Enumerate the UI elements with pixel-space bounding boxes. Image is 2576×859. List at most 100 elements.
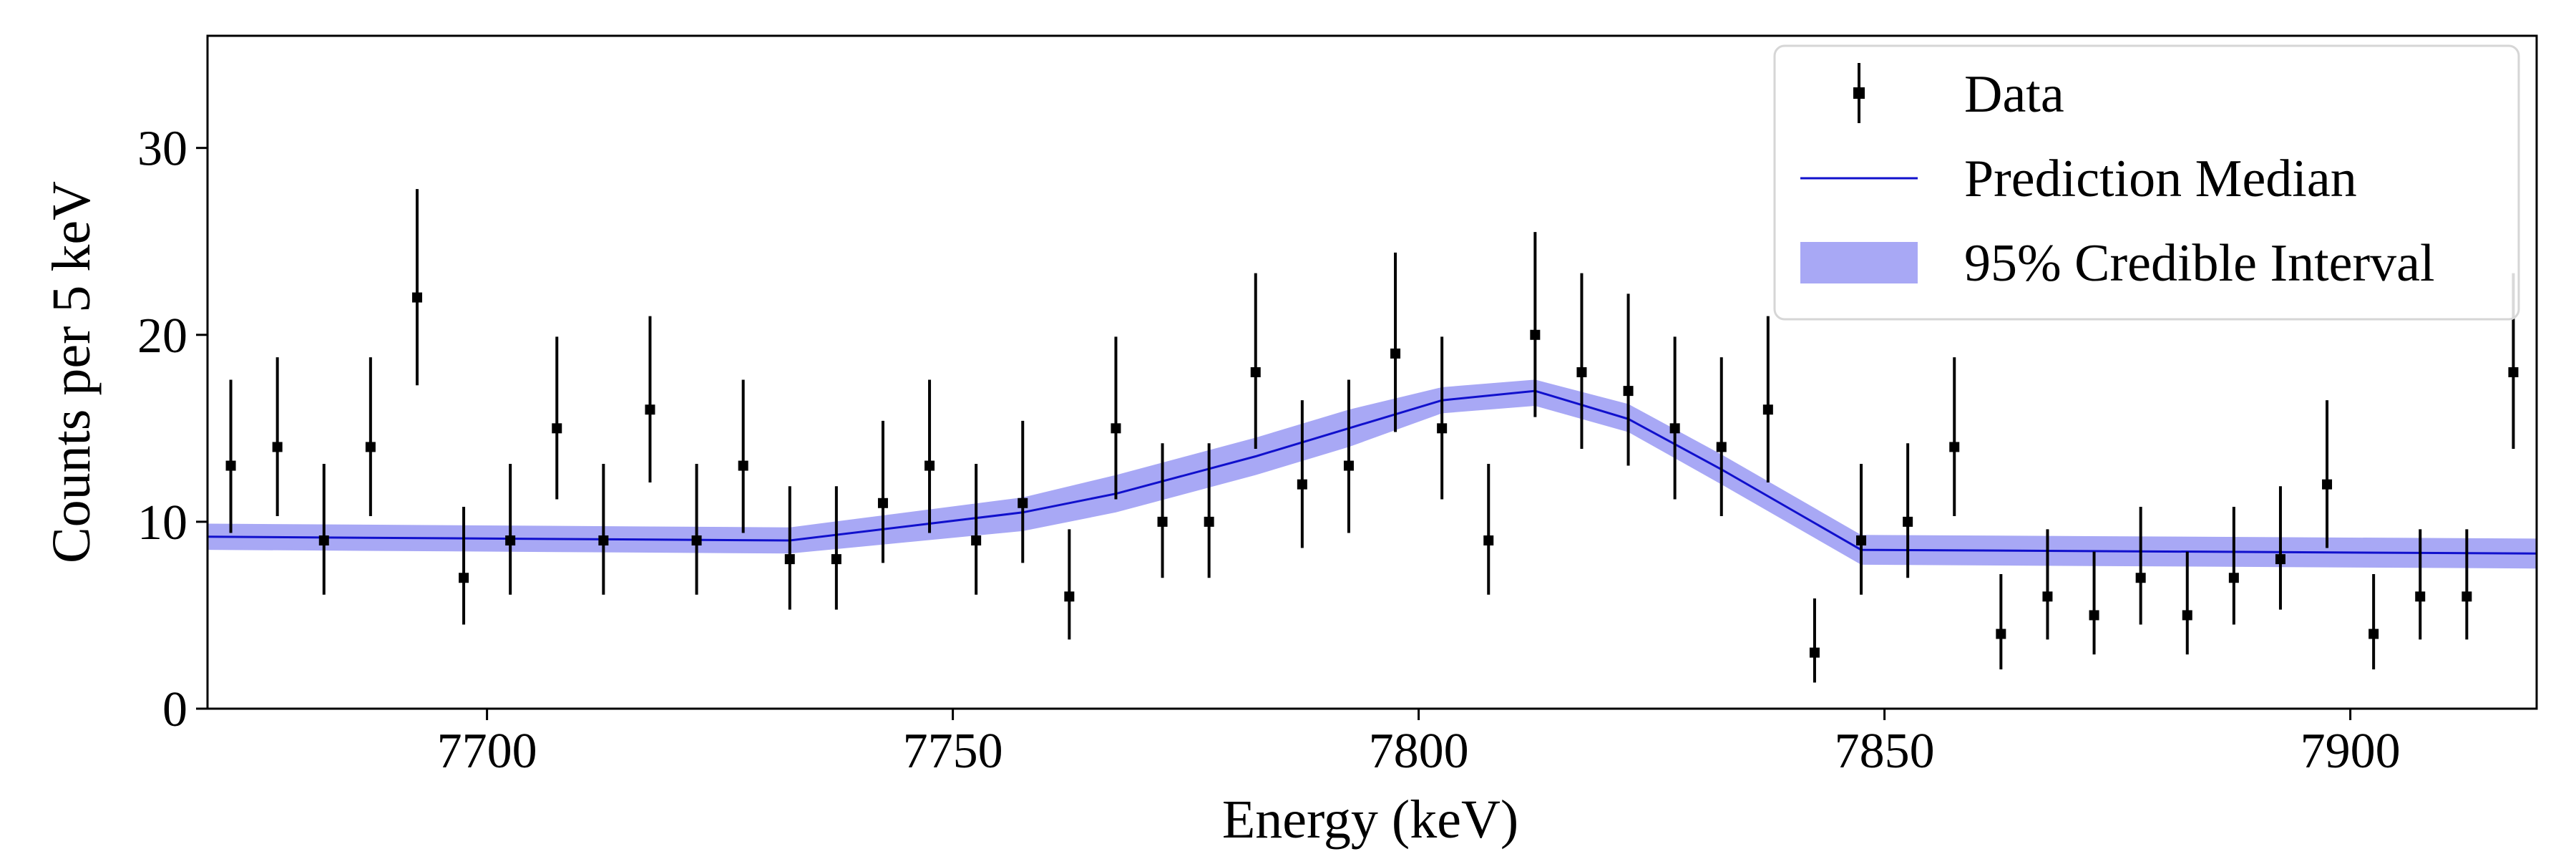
axes: 7700 7750 7800 7850 7900 0 10 20 30 bbox=[137, 34, 2538, 779]
data-marker bbox=[691, 535, 702, 545]
data-point bbox=[2042, 529, 2053, 640]
data-point bbox=[1856, 463, 1867, 595]
data-marker bbox=[1996, 629, 2006, 639]
data-marker bbox=[2135, 573, 2146, 583]
data-marker bbox=[1250, 367, 1261, 377]
data-marker bbox=[2275, 554, 2285, 565]
data-marker bbox=[272, 442, 283, 452]
data-marker bbox=[2508, 367, 2519, 377]
data-marker bbox=[2089, 610, 2099, 621]
data-point bbox=[1250, 273, 1261, 450]
data-marker bbox=[1949, 442, 1960, 452]
legend-data-marker bbox=[1853, 87, 1865, 99]
plot-frame bbox=[206, 34, 2538, 710]
data-point bbox=[318, 463, 329, 595]
data-marker bbox=[2182, 610, 2192, 621]
data-point bbox=[1111, 336, 1121, 500]
data-point bbox=[1390, 252, 1401, 432]
data-point bbox=[971, 463, 982, 595]
data-point bbox=[738, 379, 748, 533]
data-marker bbox=[971, 535, 982, 545]
data-marker bbox=[924, 460, 935, 471]
data-marker bbox=[318, 535, 329, 545]
data-marker bbox=[2228, 573, 2239, 583]
data-point bbox=[2462, 529, 2472, 640]
data-point bbox=[1949, 357, 1960, 517]
x-axis-label: Energy (keV) bbox=[1222, 790, 1518, 850]
data-marker bbox=[552, 423, 562, 434]
data-point bbox=[691, 463, 702, 595]
data-point bbox=[1483, 463, 1494, 595]
data-marker bbox=[738, 460, 748, 471]
legend: Data Prediction Median 95% Credible Inte… bbox=[1773, 44, 2520, 321]
data-marker bbox=[411, 292, 422, 303]
data-marker bbox=[505, 535, 516, 545]
data-marker bbox=[1762, 404, 1773, 415]
data-marker bbox=[1064, 591, 1075, 602]
data-point bbox=[459, 507, 469, 625]
data-point bbox=[1996, 574, 2006, 670]
data-marker bbox=[877, 498, 888, 508]
x-tick-label: 7750 bbox=[903, 724, 1003, 779]
legend-label-band: 95% Credible Interval bbox=[1964, 234, 2435, 293]
data-marker bbox=[1297, 479, 1307, 490]
legend-band-swatch bbox=[1800, 242, 1918, 283]
legend-label-median: Prediction Median bbox=[1964, 150, 2357, 208]
data-marker bbox=[1530, 329, 1541, 340]
data-point bbox=[1157, 443, 1168, 578]
legend-label-data: Data bbox=[1964, 65, 2064, 124]
data-point bbox=[2135, 507, 2146, 625]
x-tick-label: 7900 bbox=[2301, 724, 2401, 779]
data-marker bbox=[1018, 498, 1028, 508]
data-marker bbox=[2415, 591, 2426, 602]
data-marker bbox=[1390, 348, 1401, 359]
data-point bbox=[1297, 400, 1307, 548]
data-marker bbox=[645, 404, 655, 415]
data-point bbox=[1530, 232, 1541, 417]
x-tick-label: 7850 bbox=[1835, 724, 1935, 779]
data-point bbox=[831, 486, 841, 610]
data-point bbox=[2228, 507, 2239, 625]
plot-area bbox=[207, 189, 2537, 683]
data-marker bbox=[2042, 591, 2053, 602]
data-marker bbox=[225, 460, 236, 471]
y-axis-label: Counts per 5 keV bbox=[42, 181, 102, 563]
data-point bbox=[2182, 551, 2192, 655]
data-marker bbox=[1903, 516, 1913, 527]
data-point bbox=[2089, 551, 2099, 655]
data-point bbox=[1437, 336, 1448, 500]
data-point bbox=[411, 189, 422, 386]
x-tick-label: 7800 bbox=[1369, 724, 1469, 779]
data-marker bbox=[1669, 423, 1680, 434]
data-marker bbox=[784, 554, 795, 565]
data-marker bbox=[2368, 629, 2379, 639]
data-marker bbox=[1809, 647, 1820, 658]
credible-interval-layer bbox=[208, 379, 2537, 569]
data-point bbox=[2275, 486, 2285, 610]
data-point bbox=[365, 357, 376, 517]
data-point bbox=[1669, 336, 1680, 500]
data-marker bbox=[1716, 442, 1727, 452]
data-marker bbox=[2462, 591, 2472, 602]
data-point bbox=[1576, 273, 1587, 450]
data-point bbox=[877, 420, 888, 563]
legend-box bbox=[1773, 44, 2520, 321]
data-point bbox=[1018, 420, 1028, 563]
data-marker bbox=[1483, 535, 1494, 545]
data-marker bbox=[2322, 479, 2333, 490]
y-tick-label: 20 bbox=[137, 309, 187, 364]
data-point bbox=[1064, 529, 1075, 640]
y-tick-label: 10 bbox=[137, 495, 187, 550]
data-marker bbox=[598, 535, 609, 545]
data-marker bbox=[1204, 516, 1214, 527]
data-point bbox=[272, 357, 283, 517]
data-point bbox=[552, 336, 562, 500]
data-point bbox=[924, 379, 935, 533]
credible-interval-band bbox=[208, 379, 2537, 569]
data-point bbox=[1903, 443, 1913, 578]
data-point bbox=[1343, 379, 1354, 533]
data-point bbox=[1762, 316, 1773, 483]
data-point bbox=[505, 463, 516, 595]
data-marker bbox=[459, 573, 469, 583]
